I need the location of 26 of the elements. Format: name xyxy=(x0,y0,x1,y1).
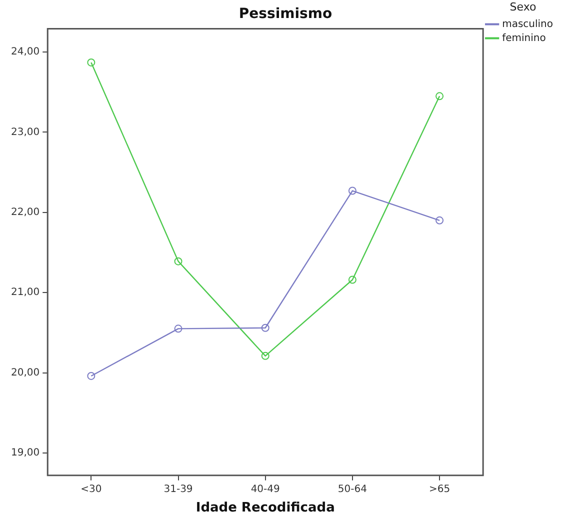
x-axis-title: Idade Recodificada xyxy=(196,500,335,516)
y-tick-label: 22,00 xyxy=(10,207,40,218)
x-tick-label: 50-64 xyxy=(338,484,367,495)
y-tick-label: 21,00 xyxy=(10,287,40,298)
x-tick-label: 31-39 xyxy=(164,484,193,495)
y-tick-label: 24,00 xyxy=(10,46,40,58)
point xyxy=(261,352,270,360)
chart-title: Pessimismo xyxy=(238,6,332,22)
legend-label: masculino xyxy=(502,18,554,30)
x-tick-label: >65 xyxy=(428,484,450,495)
point xyxy=(348,186,356,195)
x-tick-label: <30 xyxy=(80,484,102,495)
legend-label: feminino xyxy=(502,32,546,44)
y-tick-label: 19,00 xyxy=(10,448,40,459)
legend-title: Sexo xyxy=(510,0,537,14)
y-tick-label: 20,00 xyxy=(10,367,40,378)
point xyxy=(436,216,444,224)
point xyxy=(348,276,356,284)
x-tick-label: 40-49 xyxy=(250,484,280,495)
y-tick-label: 23,00 xyxy=(10,126,40,138)
point xyxy=(174,257,182,266)
point xyxy=(261,324,270,332)
point xyxy=(87,58,96,66)
point xyxy=(436,92,444,100)
point xyxy=(174,324,182,333)
point xyxy=(87,372,96,380)
